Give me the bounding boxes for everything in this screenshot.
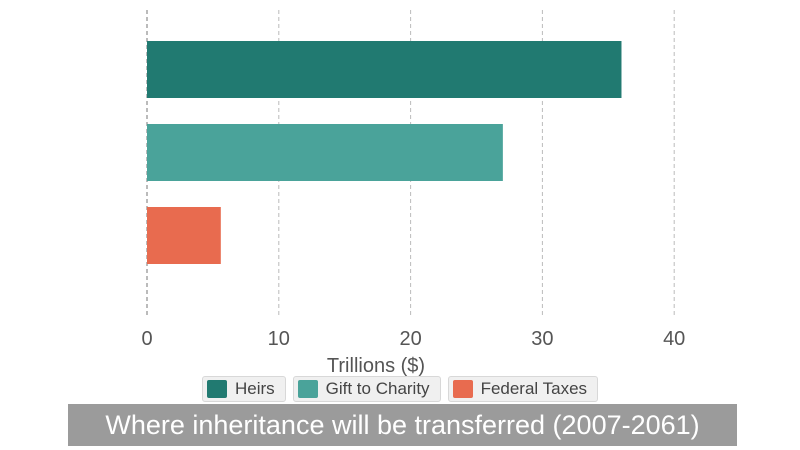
x-tick-label-10: 10 xyxy=(268,328,290,350)
bar-gift-to-charity[interactable] xyxy=(147,124,503,181)
legend-swatch-federal-taxes xyxy=(452,380,473,398)
chart-title: Where inheritance will be transferred (2… xyxy=(68,404,737,446)
x-axis-title: Trillions ($) xyxy=(327,355,425,377)
legend-swatch-heirs xyxy=(206,380,227,398)
bar-heirs[interactable] xyxy=(147,41,622,98)
legend: Heirs Gift to Charity Federal Taxes xyxy=(0,376,800,402)
chart-plot: 0 10 20 30 40 Trillions ($) xyxy=(141,10,685,377)
legend-item-federal-taxes[interactable]: Federal Taxes xyxy=(447,376,599,402)
legend-label-gift-to-charity: Gift to Charity xyxy=(325,379,430,398)
legend-item-gift-to-charity[interactable]: Gift to Charity xyxy=(292,376,441,402)
bar-federal-taxes[interactable] xyxy=(147,207,221,264)
legend-swatch-gift-to-charity xyxy=(297,380,318,398)
x-tick-label-30: 30 xyxy=(531,328,553,350)
legend-label-federal-taxes: Federal Taxes xyxy=(480,379,588,398)
x-tick-label-0: 0 xyxy=(141,328,152,350)
x-tick-label-40: 40 xyxy=(663,328,685,350)
legend-label-heirs: Heirs xyxy=(234,379,275,398)
x-tick-label-20: 20 xyxy=(399,328,421,350)
legend-item-heirs[interactable]: Heirs xyxy=(201,376,286,402)
